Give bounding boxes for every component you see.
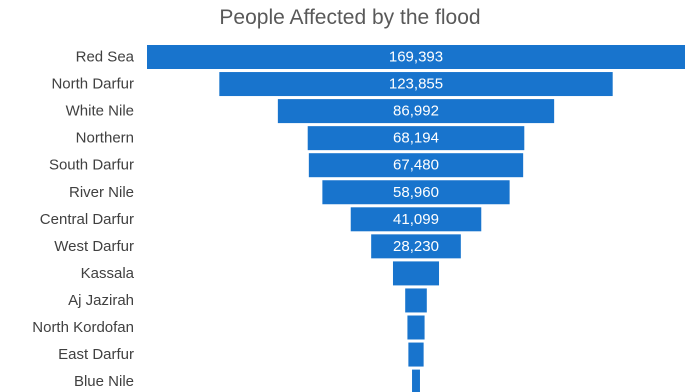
category-label: West Darfur [54,238,134,255]
category-label: Blue Nile [74,373,134,390]
funnel-bar [371,234,461,259]
data-label: 86,992 [393,103,439,120]
funnel-bar [392,261,440,286]
category-label: Red Sea [76,49,135,66]
category-label: White Nile [66,103,134,120]
data-label: 41,099 [393,211,439,228]
data-label: 68,194 [393,130,439,147]
data-label: 123,855 [389,76,443,93]
funnel-bar [350,207,482,232]
data-label: 67,480 [393,157,439,174]
funnel-bar [277,99,555,124]
category-label: North Kordofan [32,319,134,336]
funnel-bar [308,153,524,178]
category-label: North Darfur [51,76,134,93]
funnel-bar [147,45,685,69]
data-label: 58,960 [393,184,439,201]
data-label: 28,230 [393,238,439,255]
category-label: River Nile [69,184,134,201]
category-label: East Darfur [58,346,134,363]
category-label: Aj Jazirah [68,292,134,309]
funnel-bar [412,369,420,392]
category-label: Northern [76,130,134,147]
category-label: Kassala [81,265,135,282]
funnel-bar [307,126,525,151]
funnel-bar [322,180,510,205]
chart-title: People Affected by the flood [219,6,481,29]
funnel-bar [407,315,425,340]
data-label: 169,393 [389,49,443,66]
funnel-bar [405,288,427,313]
category-label: South Darfur [49,157,134,174]
category-label: Central Darfur [40,211,134,228]
funnel-bar [408,342,424,367]
funnel-bar [219,72,613,97]
